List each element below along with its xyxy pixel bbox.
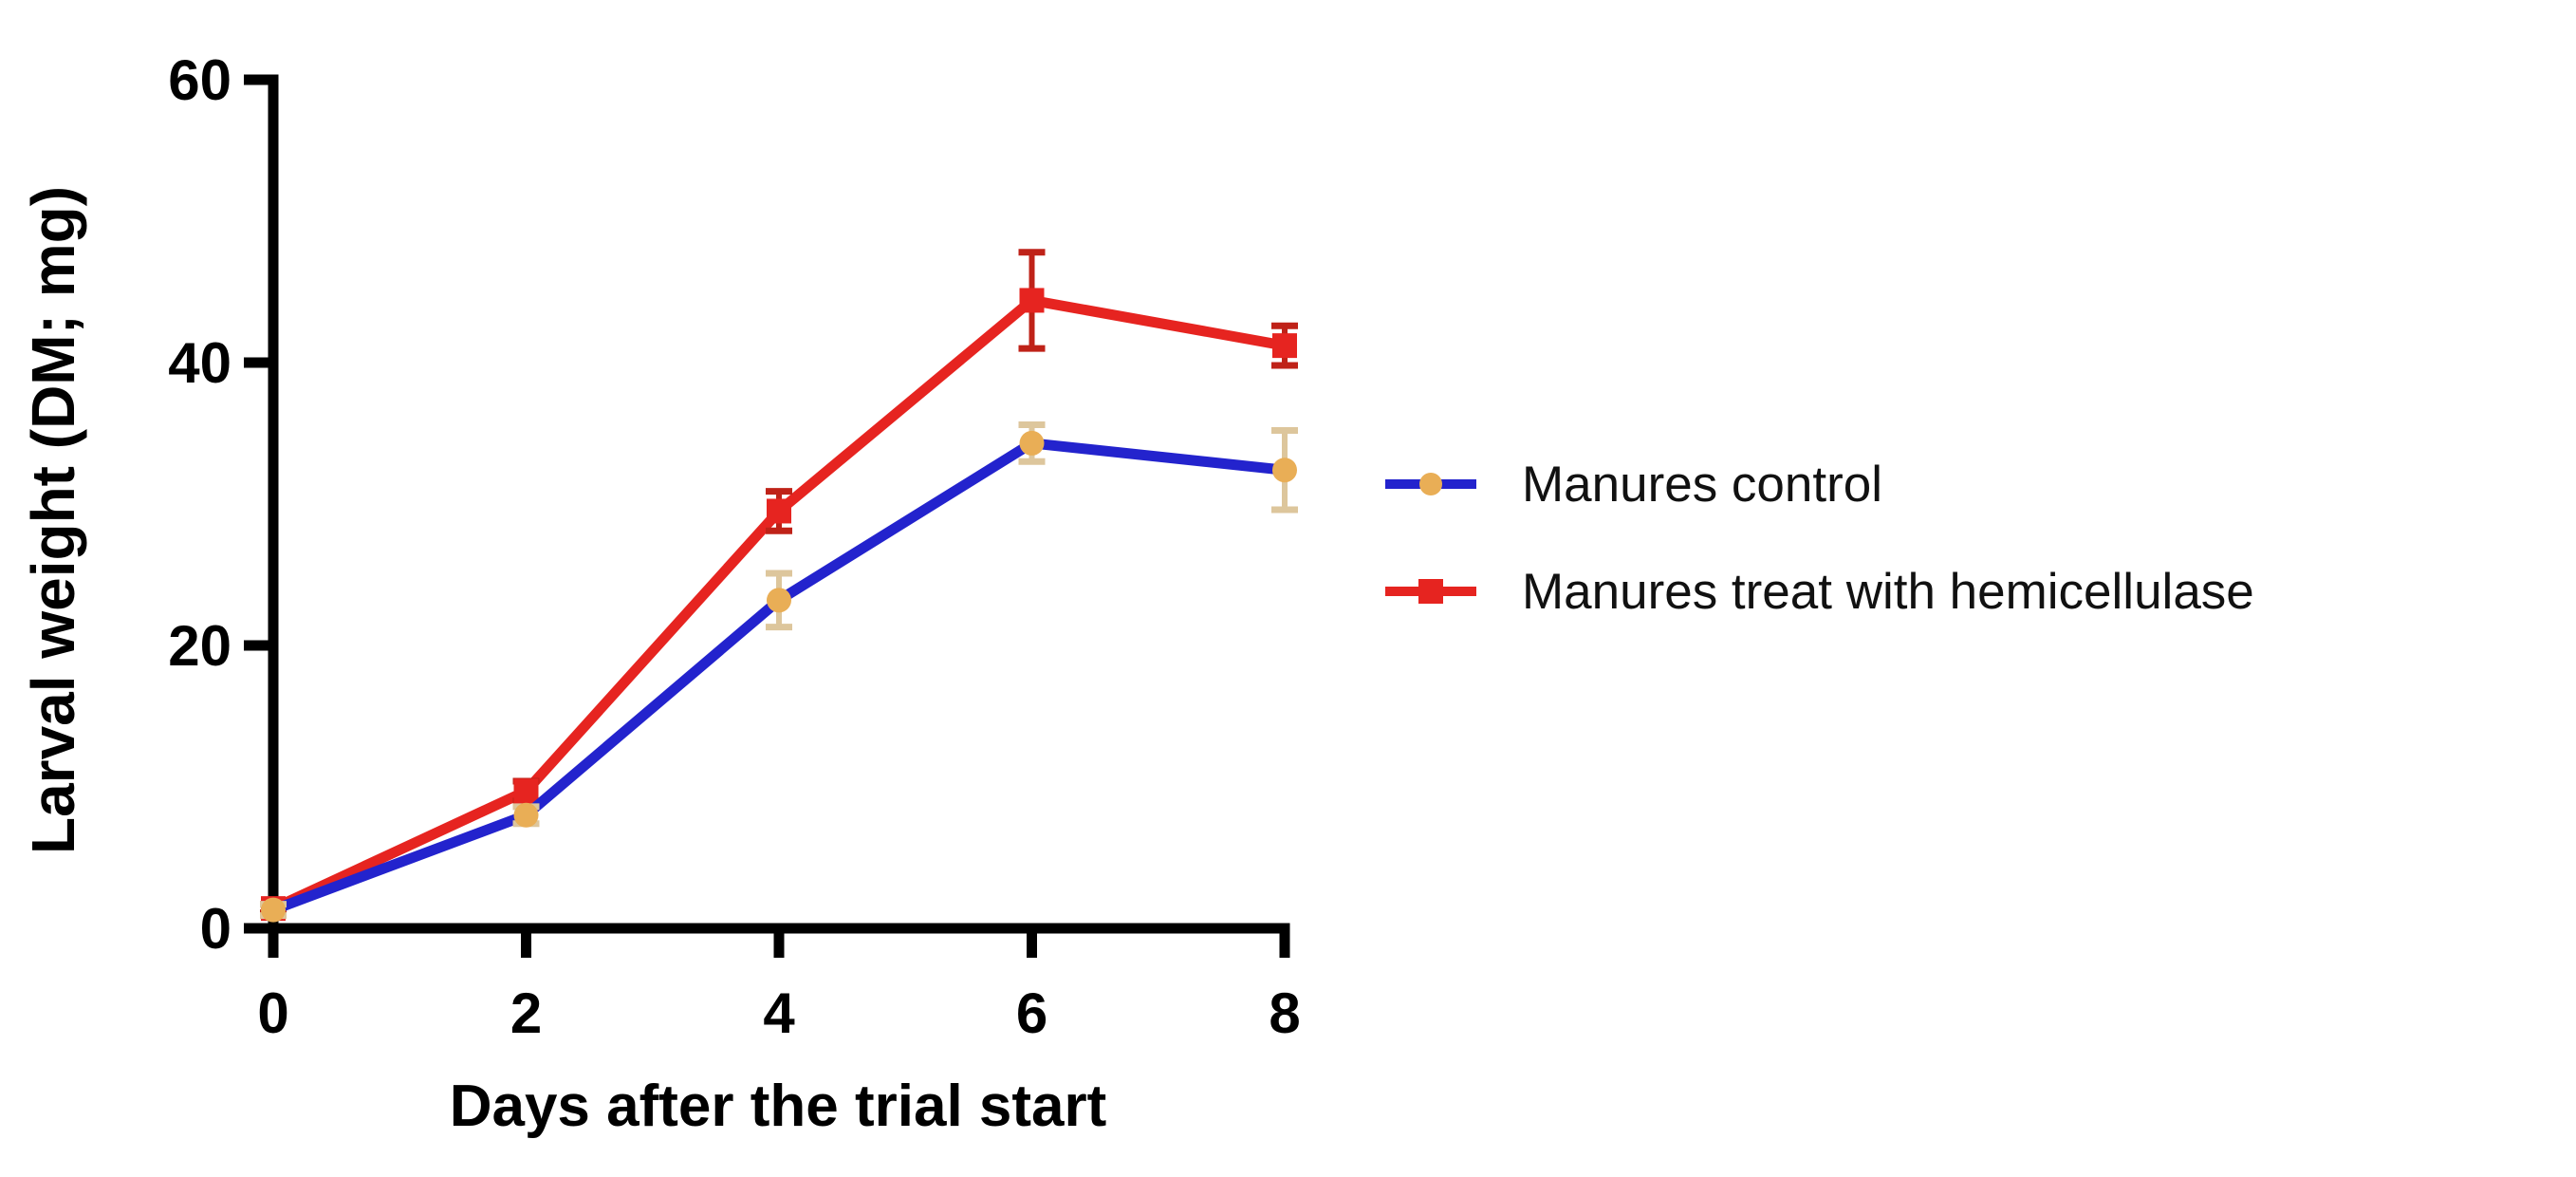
legend-item-control: Manures control: [1378, 454, 2254, 514]
legend-label-treat: Manures treat with hemicellulase: [1522, 563, 2254, 620]
data-point-marker: [767, 498, 791, 524]
data-point-marker: [513, 778, 539, 804]
data-point-marker: [1272, 458, 1297, 483]
data-point-marker: [767, 588, 791, 613]
y-tick-label: 20: [168, 614, 232, 678]
x-tick-label: 2: [510, 981, 542, 1045]
data-point-marker: [1019, 288, 1045, 313]
legend-line-square-icon: [1385, 579, 1476, 604]
x-tick-label: 6: [1016, 981, 1047, 1045]
data-point-marker: [1272, 333, 1297, 359]
x-tick-label: 8: [1269, 981, 1300, 1045]
legend: Manures control Manures treat with hemic…: [1378, 454, 2254, 622]
x-tick-label: 0: [257, 981, 288, 1045]
y-tick-label: 0: [200, 897, 232, 961]
y-axis-title: Larval weight (DM; mg): [19, 185, 87, 855]
data-point-marker: [261, 897, 286, 923]
legend-line-circle-icon: [1385, 473, 1476, 495]
data-point-marker: [1019, 430, 1045, 456]
legend-item-treat: Manures treat with hemicellulase: [1378, 561, 2254, 622]
data-point-marker: [513, 802, 539, 828]
legend-label-control: Manures control: [1522, 456, 1883, 513]
y-tick-label: 60: [168, 48, 232, 112]
x-tick-label: 4: [763, 981, 795, 1045]
y-tick-label: 40: [168, 331, 232, 395]
x-axis-title: Days after the trial start: [449, 1074, 1107, 1139]
